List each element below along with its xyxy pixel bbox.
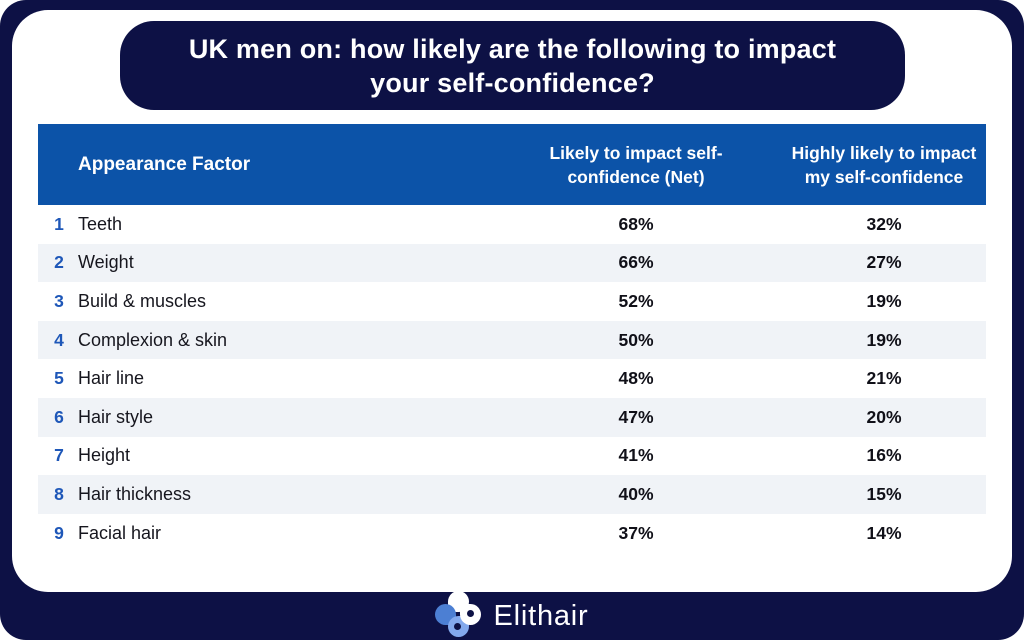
row-highly-value: 15% [866, 483, 902, 504]
table-row: 7 Height 41% 16% [38, 436, 986, 476]
row-rank: 1 [54, 213, 64, 234]
row-highly-value: 16% [866, 445, 902, 466]
table-row: 3 Build & muscles 52% 19% [38, 282, 986, 321]
factor-cell: 8 Hair thickness [38, 484, 490, 505]
row-rank: 5 [54, 368, 64, 389]
column-header-likely-net: Likely to impact self-confidence (Net) [549, 142, 723, 187]
table-row: 6 Hair style 47% 20% [38, 397, 986, 437]
row-rank: 4 [54, 329, 64, 350]
page-title-line-2: your self-confidence? [370, 67, 655, 98]
row-net-value: 50% [618, 329, 654, 350]
row-net-value: 41% [618, 445, 654, 466]
row-net-value: 66% [618, 252, 654, 273]
row-factor-name: Complexion & skin [78, 329, 228, 350]
row-highly-value: 27% [866, 252, 902, 273]
factor-cell: 2 Weight [38, 252, 490, 273]
row-factor-name: Hair line [78, 368, 145, 389]
row-factor-name: Height [78, 445, 131, 466]
row-highly-value: 32% [866, 213, 902, 234]
factor-cell: 7 Height [38, 445, 490, 466]
row-factor-name: Facial hair [78, 522, 162, 543]
row-net-value: 47% [618, 406, 654, 427]
factor-cell: 1 Teeth [38, 214, 490, 235]
row-highly-value: 19% [866, 329, 902, 350]
page-title-line-1: UK men on: how likely are the following … [188, 33, 837, 64]
factor-cell: 9 Facial hair [38, 523, 490, 544]
row-net-value: 37% [618, 522, 654, 543]
table-row: 8 Hair thickness 40% 15% [38, 475, 986, 514]
table-row: 1 Teeth 68% 32% [38, 205, 986, 244]
row-rank: 7 [54, 445, 64, 466]
row-net-value: 52% [618, 290, 654, 311]
table-row: 9 Facial hair 37% 14% [38, 513, 986, 553]
row-highly-value: 14% [866, 522, 902, 543]
row-rank: 9 [54, 522, 64, 543]
row-highly-value: 19% [866, 290, 902, 311]
chart-title-banner: UK men on: how likely are the following … [120, 21, 905, 110]
row-factor-name: Hair thickness [78, 483, 192, 504]
table-row: 5 Hair line 48% 21% [38, 359, 986, 398]
elithair-logo-icon [435, 591, 482, 637]
row-rank: 6 [54, 406, 64, 427]
factor-cell: 4 Complexion & skin [38, 330, 490, 351]
table-header-row: Appearance Factor Likely to impact self-… [38, 124, 986, 205]
row-factor-name: Hair style [78, 406, 154, 427]
factor-cell: 6 Hair style [38, 407, 490, 428]
table-row: 4 Complexion & skin 50% 19% [38, 320, 986, 360]
row-net-value: 48% [618, 368, 654, 389]
logo-dot-right [467, 610, 475, 617]
column-header-appearance-factor: Appearance Factor [78, 153, 251, 175]
table-body: 1 Teeth 68% 32% 2 Weight 66% 27% 3 Build… [38, 205, 986, 553]
row-factor-name: Weight [78, 252, 134, 273]
factor-cell: 3 Build & muscles [38, 291, 490, 312]
factor-cell: 5 Hair line [38, 368, 490, 389]
row-rank: 3 [54, 290, 64, 311]
column-header-highly-likely: Highly likely to impact my self-confiden… [791, 142, 977, 187]
row-factor-name: Teeth [78, 213, 123, 234]
row-net-value: 68% [618, 213, 654, 234]
brand-name: Elithair [493, 599, 589, 632]
table-row: 2 Weight 66% 27% [38, 243, 986, 283]
row-net-value: 40% [618, 483, 654, 504]
row-highly-value: 20% [866, 406, 902, 427]
row-rank: 8 [54, 483, 64, 504]
logo-dot-bottom [454, 623, 462, 630]
row-highly-value: 21% [866, 368, 902, 389]
row-factor-name: Build & muscles [78, 290, 207, 311]
footer-bar: Elithair [0, 591, 1024, 640]
row-rank: 2 [54, 252, 64, 273]
